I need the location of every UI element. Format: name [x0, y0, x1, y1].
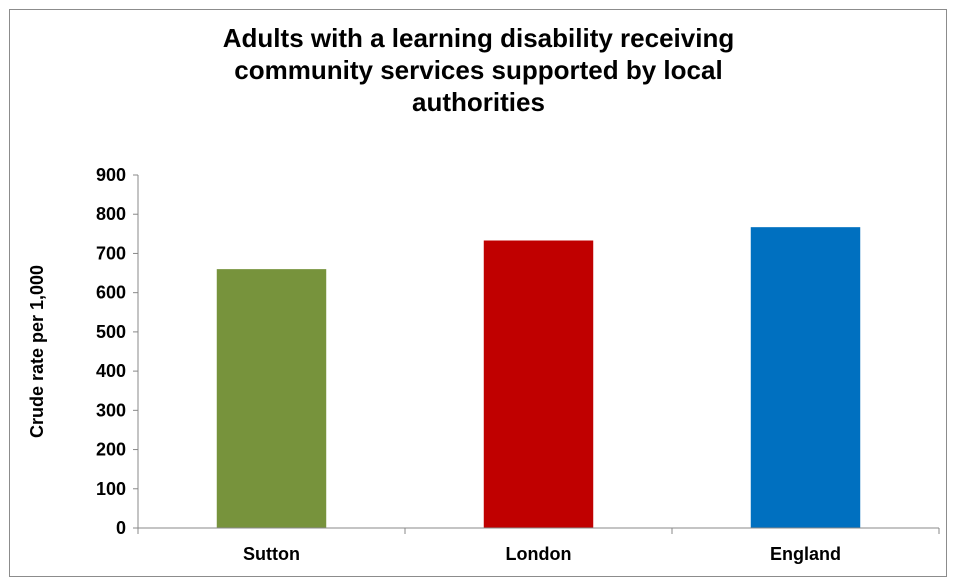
y-tick-label: 800: [96, 204, 126, 224]
chart-title-line-1: Adults with a learning disability receiv…: [222, 23, 735, 53]
y-axis-label: Crude rate per 1,000: [27, 265, 47, 438]
bar-london: [483, 240, 594, 529]
chart-title-line-2: community services supported by local: [234, 55, 723, 85]
x-tick-label-sutton: Sutton: [243, 544, 300, 564]
chart-title: Adults with a learning disability receiv…: [0, 22, 957, 118]
bar-sutton: [216, 269, 327, 528]
x-tick-label-england: England: [770, 544, 841, 564]
bar-england: [750, 227, 861, 528]
y-tick-label: 200: [96, 440, 126, 460]
x-axis-ticks: Sutton London England: [137, 528, 940, 564]
y-tick-label: 0: [116, 518, 126, 538]
y-tick-label: 700: [96, 243, 126, 263]
y-tick-label: 500: [96, 322, 126, 342]
y-axis-ticks: 0 100 200 300 400 500 600 700 800 900: [96, 165, 138, 538]
y-tick-label: 900: [96, 165, 126, 185]
y-tick-label: 600: [96, 283, 126, 303]
x-tick-label-london: London: [506, 544, 572, 564]
chart-title-line-3: authorities: [412, 87, 545, 117]
bars: [216, 227, 861, 529]
y-tick-label: 400: [96, 361, 126, 381]
y-tick-label: 300: [96, 400, 126, 420]
y-tick-label: 100: [96, 479, 126, 499]
